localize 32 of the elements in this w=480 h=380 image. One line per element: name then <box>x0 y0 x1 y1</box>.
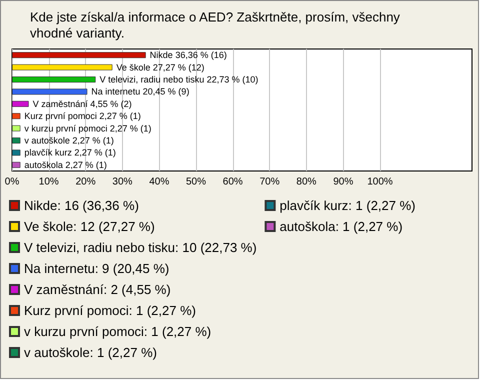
legend-label: Nikde: 16 (36,36 %) <box>24 198 139 213</box>
data-label: v kurzu první pomoci 2,27 % (1) <box>24 123 152 134</box>
x-tick-label: 100% <box>367 176 393 188</box>
legend-label: plavčík kurz: 1 (2,27 %) <box>280 198 416 213</box>
data-label: Kurz první pomoci 2,27 % (1) <box>24 111 141 122</box>
legend-label: Ve škole: 12 (27,27 %) <box>24 219 155 234</box>
x-tick-label: 80% <box>296 176 317 188</box>
legend-label: v kurzu první pomoci: 1 (2,27 %) <box>24 324 212 339</box>
x-tick-label: 50% <box>186 176 206 188</box>
legend-label: Kurz první pomoci: 1 (2,27 %) <box>24 303 196 318</box>
x-tick-label: 70% <box>260 176 280 188</box>
x-tick-label: 20% <box>76 176 96 188</box>
x-tick-label: 0% <box>4 176 20 188</box>
data-label: plavčík kurz 2,27 % (1) <box>24 148 116 158</box>
legend-label: v autoškole: 1 (2,27 %) <box>24 345 157 360</box>
x-tick-label: 10% <box>38 176 59 188</box>
data-label: Na internetu 20,45 % (9) <box>91 86 190 97</box>
x-tick-label: 60% <box>222 176 243 188</box>
data-label: V zaměstnání 4,55 % (2) <box>32 98 132 109</box>
legend-label: autoškola: 1 (2,27 %) <box>280 219 403 234</box>
legend-label: V zaměstnání: 2 (4,55 %) <box>24 282 171 297</box>
data-label: Nikde 36,36 % (16) <box>150 50 227 60</box>
data-label: Ve škole 27,27 % (12) <box>116 62 204 72</box>
chart-title: Kde jste získal/a informace o AED? Zaškrtněte, prosím, všechny vhodné varianty. <box>30 10 404 40</box>
legend-label: Na internetu: 9 (20,45 %) <box>24 261 170 276</box>
data-label: V televizi, radiu nebo tisku 22,73 % (10) <box>100 74 258 84</box>
legend-label: V televizi, radiu nebo tisku: 10 (22,73 %) <box>24 240 257 255</box>
x-tick-label: 30% <box>112 176 133 188</box>
x-tick-label: 90% <box>333 176 354 188</box>
data-label: autoškola 2,27 % (1) <box>24 160 107 170</box>
x-tick-label: 40% <box>149 176 170 188</box>
data-label: v autoškole 2,27 % (1) <box>24 136 114 146</box>
